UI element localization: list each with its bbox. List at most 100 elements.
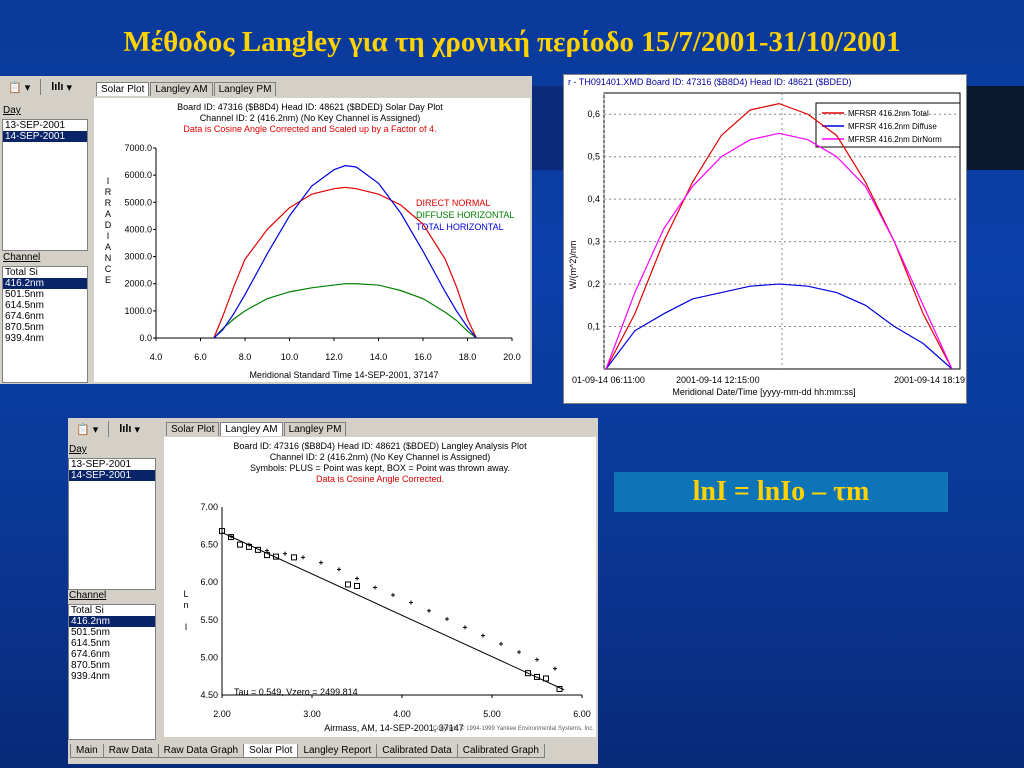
y-axis-label: Ln I	[183, 589, 188, 632]
series-line-2	[605, 132, 953, 370]
tab-langley-pm[interactable]: Langley PM	[283, 422, 347, 436]
plus-marker	[301, 555, 305, 560]
box-marker	[228, 534, 234, 541]
day-list[interactable]: 13-SEP-2001 14-SEP-2001	[2, 119, 88, 251]
x-tick-label: 4.0	[150, 352, 163, 362]
y-tick-label: 2000.0	[124, 279, 152, 289]
series-line-2	[213, 165, 477, 339]
channel-list-item[interactable]: 614.5nm	[5, 300, 44, 311]
plus-marker	[463, 625, 467, 630]
channel-list-item[interactable]: 614.5nm	[71, 638, 110, 649]
box-marker	[556, 685, 563, 692]
chart-button[interactable]: lılı ▾	[47, 79, 76, 96]
bottom-tab-calibrated-graph[interactable]: Calibrated Graph	[456, 744, 545, 758]
channel-list-item[interactable]: 501.5nm	[71, 627, 110, 638]
box-marker	[273, 553, 279, 560]
day-label: Day	[3, 105, 21, 116]
solar-plot-area: Board ID: 47316 ($B8D4) Head ID: 48621 (…	[94, 98, 530, 382]
window-title-bar: r - TH091401.XMD Board ID: 47316 ($B8D4)…	[568, 77, 852, 87]
plus-marker	[445, 617, 449, 622]
channel-list-item[interactable]: Total Si	[5, 267, 38, 278]
channel-list-item[interactable]: 674.6nm	[5, 311, 44, 322]
channel-list-item[interactable]: 870.5nm	[5, 322, 44, 333]
series-line-0	[213, 186, 477, 339]
y-axis-label-letter: E	[105, 275, 111, 285]
legend-entry: DIFFUSE HORIZONTAL	[416, 210, 514, 220]
y-axis-label: W/(m^2)/nm	[568, 241, 578, 290]
channel-list-item[interactable]: 870.5nm	[71, 660, 110, 671]
slide-title: Μέθοδος Langley για τη χρονική περίοδο 1…	[123, 26, 901, 58]
y-axis-label-letter: R	[105, 198, 112, 208]
y-tick-label: 6000.0	[124, 170, 152, 180]
y-tick-label: 6.50	[200, 540, 218, 550]
channel-list-item[interactable]: 501.5nm	[5, 289, 44, 300]
bottom-tab-solar-plot[interactable]: Solar Plot	[243, 744, 299, 758]
bottom-tab-raw-data-graph[interactable]: Raw Data Graph	[157, 744, 245, 758]
copy-button[interactable]: 📋 ▾	[4, 79, 34, 96]
channel-list[interactable]: Total Si 416.2nm 501.5nm 614.5nm 674.6nm 870.…	[2, 266, 88, 383]
copy-button[interactable]: 📋 ▾	[72, 421, 102, 438]
day-list-item[interactable]: 13-SEP-2001	[71, 459, 132, 470]
fit-label: Tau = 0.549, Vzero = 2499.814	[234, 687, 358, 697]
day-label: Day	[69, 444, 87, 455]
x-axis-label: Airmass, AM, 14-SEP-2001, 37147	[324, 723, 464, 733]
y-tick-label: 7000.0	[124, 143, 152, 153]
series-line-1	[213, 283, 477, 339]
legend-entry: MFRSR 416.2nm Diffuse	[848, 122, 937, 131]
box-marker	[291, 554, 297, 561]
day-list-item[interactable]: 14-SEP-2001	[3, 131, 87, 142]
channel-list-item[interactable]: 939.4nm	[5, 333, 44, 344]
channel-list-item[interactable]: 674.6nm	[71, 649, 110, 660]
box-marker	[354, 582, 360, 589]
channel-label: Channel	[69, 590, 107, 601]
plus-marker	[265, 548, 269, 553]
channel-list-item[interactable]: 416.2nm	[69, 616, 155, 627]
x-tick-label: 14.0	[370, 352, 388, 362]
bottom-tab-raw-data[interactable]: Raw Data	[102, 744, 159, 758]
day-list-item[interactable]: 13-SEP-2001	[5, 120, 66, 131]
x-tick-label: 01-09-14 06:11:00	[572, 375, 645, 385]
y-tick-label: 0.0	[139, 333, 152, 343]
tab-langley-am[interactable]: Langley AM	[150, 82, 213, 96]
bottom-tab-calibrated-data[interactable]: Calibrated Data	[376, 744, 458, 758]
tab-langley-pm[interactable]: Langley PM	[213, 82, 277, 96]
plus-marker	[481, 633, 485, 638]
x-tick-label: 16.0	[414, 352, 432, 362]
y-tick-label: 5.00	[200, 652, 218, 662]
x-tick-label: 12.0	[325, 352, 343, 362]
y-tick-label: 5.50	[200, 615, 218, 625]
y-axis-label-letter: A	[105, 209, 111, 219]
plus-marker	[517, 650, 521, 655]
channel-list-item[interactable]: 416.2nm	[3, 278, 87, 289]
day-list[interactable]: 13-SEP-2001 14-SEP-2001	[68, 458, 156, 590]
day-list-item[interactable]: 14-SEP-2001	[69, 470, 155, 481]
legend-entry: DIRECT NORMAL	[416, 198, 490, 208]
y-axis-label-letter: n	[183, 600, 188, 610]
channel-list[interactable]: Total Si 416.2nm 501.5nm 614.5nm 674.6nm 870.…	[68, 604, 156, 740]
y-axis-label-letter: R	[105, 187, 112, 197]
tab-solar-plot[interactable]: Solar Plot	[166, 422, 220, 436]
channel-list-item[interactable]: Total Si	[71, 605, 104, 616]
box-marker	[534, 673, 540, 680]
bottom-tab-main[interactable]: Main	[70, 744, 104, 758]
tab-solar-plot[interactable]: Solar Plot	[96, 82, 150, 96]
chart-button[interactable]: lılı ▾	[115, 421, 144, 438]
plus-marker	[337, 567, 341, 572]
x-axis-label: Meridional Date/Time [yyyy-mm-dd hh:mm:s…	[672, 387, 855, 397]
background-block	[530, 86, 564, 170]
toolbar-separator	[108, 421, 110, 437]
legend-entry: TOTAL HORIZONTAL	[416, 222, 504, 232]
tab-langley-am[interactable]: Langley AM	[220, 422, 283, 436]
copy-icon: 📋	[8, 81, 22, 94]
dropdown-arrow-icon: ▾	[92, 423, 99, 436]
bottom-tab-langley-report[interactable]: Langley Report	[297, 744, 378, 758]
channel-list-item[interactable]: 939.4nm	[71, 671, 110, 682]
box-marker	[264, 552, 270, 559]
plus-marker	[373, 585, 377, 590]
y-tick-label: 3000.0	[124, 252, 152, 262]
plus-marker	[319, 560, 323, 565]
box-marker	[237, 541, 243, 548]
tab-bar: Solar Plot Langley AM Langley PM	[96, 82, 277, 96]
background-block	[966, 86, 1024, 170]
